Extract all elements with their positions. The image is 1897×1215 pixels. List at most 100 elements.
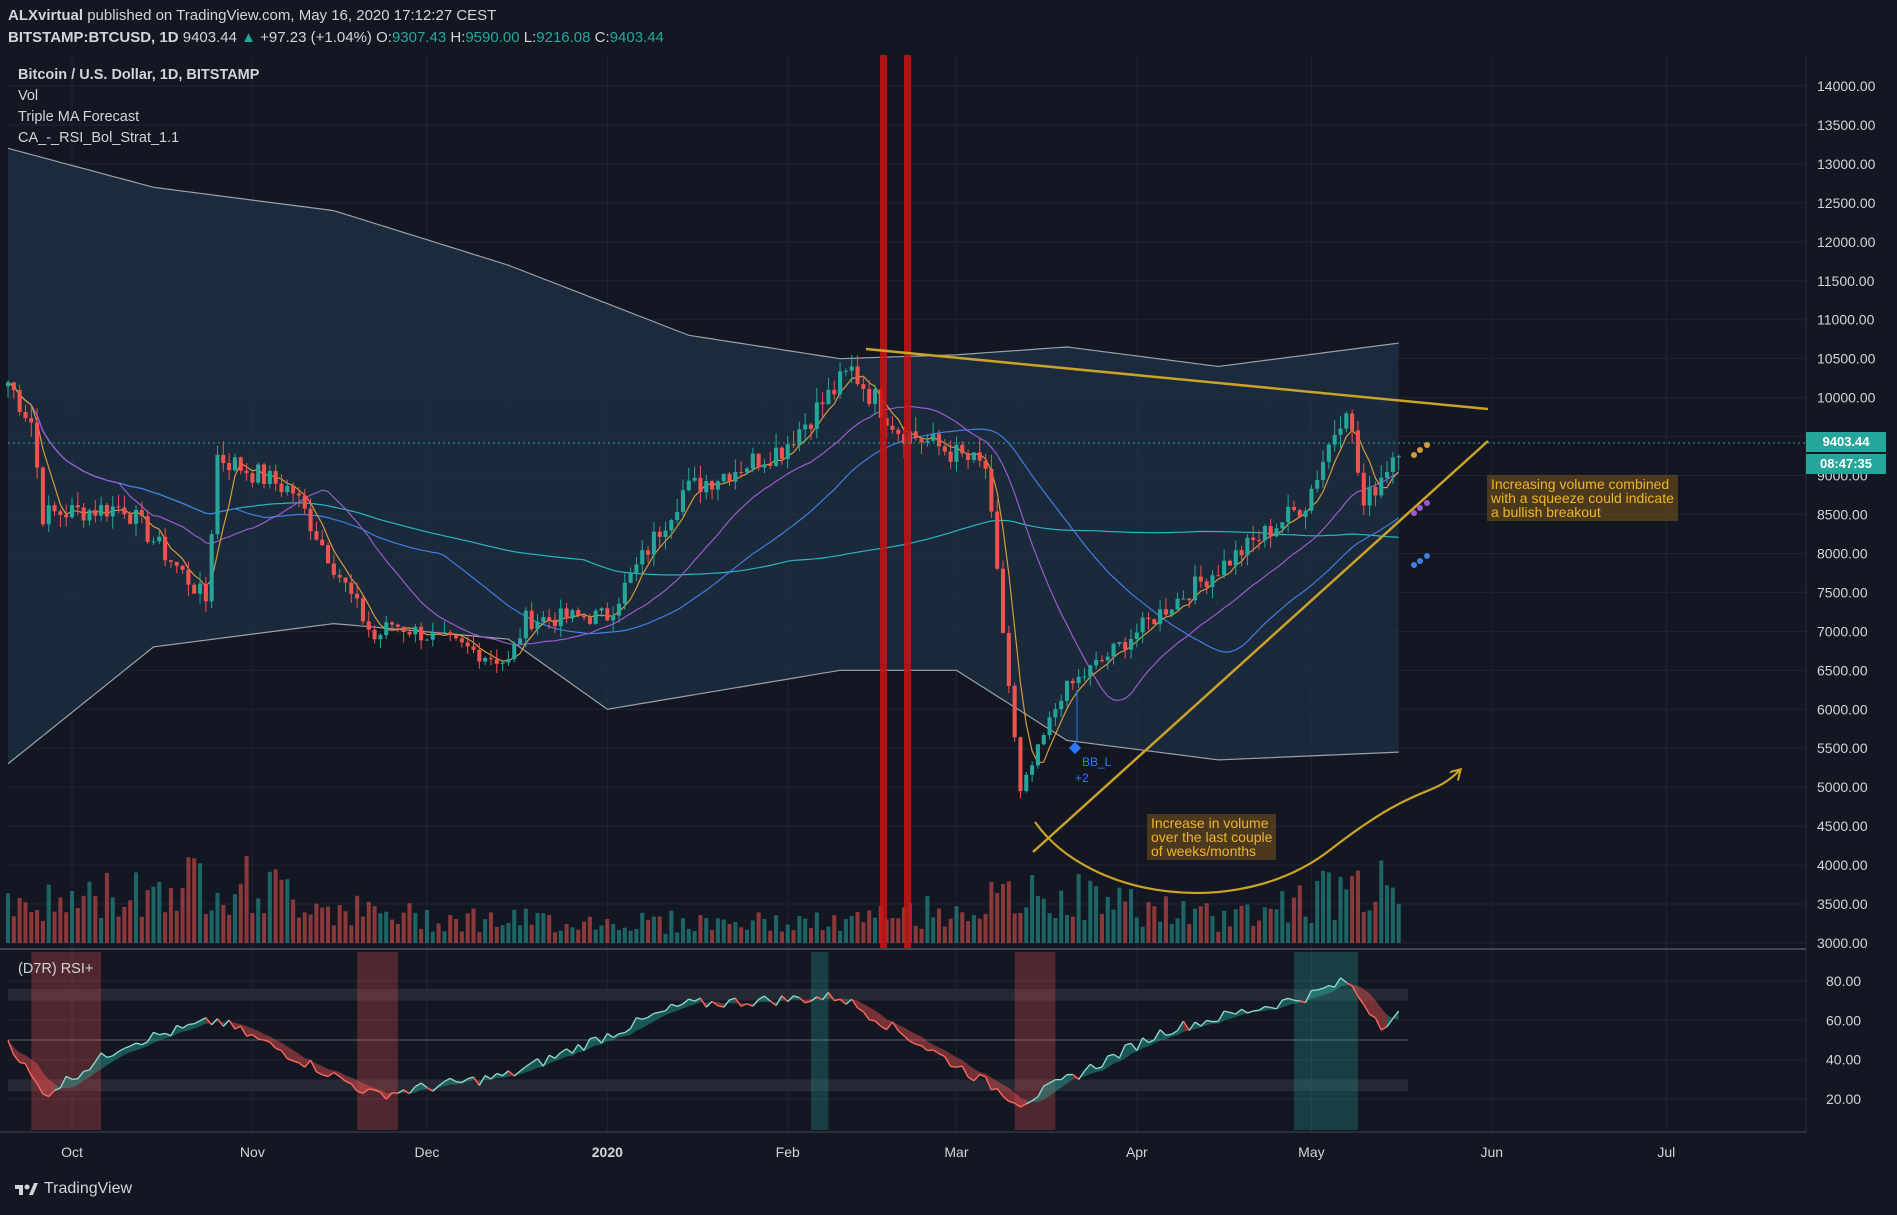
rsi-fill-segment <box>1154 1029 1161 1044</box>
rsi-segment <box>164 1032 172 1037</box>
volume-bar <box>454 918 459 943</box>
price-axis[interactable]: 14000.00 13500.00 13000.00 12500.00 12000.00… <box>1817 78 1876 951</box>
volume-bar <box>995 892 1000 943</box>
rsi-axis[interactable]: 80.00 60.00 40.00 20.00 <box>1826 973 1861 1107</box>
volume-bar <box>349 925 354 943</box>
candle-body <box>611 615 616 621</box>
rsi-fill-segment <box>770 1001 777 1006</box>
rsi-fill-segment <box>1078 1071 1085 1080</box>
rsi-segment <box>170 1025 178 1037</box>
rsi-segment <box>193 1020 201 1025</box>
rsi-fill-segment <box>1264 1006 1271 1011</box>
volume-bar <box>168 888 173 943</box>
rsi-fill-segment <box>741 1003 747 1007</box>
volume-bar <box>151 886 156 943</box>
volume-bar <box>855 912 860 943</box>
rsi-segment <box>624 1027 632 1034</box>
volume-annotation[interactable]: Increase in volume over the last couple … <box>1147 814 1277 860</box>
rsi-segment <box>851 998 859 1009</box>
candle-body <box>826 389 831 405</box>
volume-bar <box>1350 875 1355 943</box>
legend-vol[interactable]: Vol <box>18 88 39 104</box>
rsi-segment <box>664 1003 672 1012</box>
squeeze-annotation[interactable]: Increasing volume combined with a squeez… <box>1487 475 1678 521</box>
volume-bar <box>1094 886 1099 943</box>
candle-body <box>168 560 173 562</box>
candle-body <box>424 639 429 641</box>
rsi-segment <box>676 1003 684 1008</box>
volume-bar <box>1390 887 1395 943</box>
rsi-segment <box>1235 1008 1243 1015</box>
chart-title[interactable]: Bitcoin / U.S. Dollar, 1D, BITSTAMP <box>18 67 260 83</box>
candle-body <box>838 371 843 395</box>
candle-body <box>925 440 930 443</box>
rsi-fill-segment <box>461 1078 468 1084</box>
tradingview-icon <box>15 1183 38 1195</box>
volume-bar <box>1111 909 1116 943</box>
rsi-fill-segment <box>1346 982 1353 986</box>
candle-body <box>506 659 511 663</box>
rsi-segment <box>350 1083 358 1092</box>
volume-bar <box>436 923 441 943</box>
candle-body <box>442 632 447 634</box>
volume-bar <box>820 930 825 943</box>
rsi-segment <box>1299 1000 1306 1004</box>
rsi-fill-segment <box>444 1078 451 1087</box>
volume-bar <box>582 921 587 943</box>
candle-body <box>710 481 715 490</box>
candle-body <box>727 473 732 482</box>
volume-bar <box>506 923 511 943</box>
volume-bar <box>1035 895 1040 943</box>
candle-body <box>733 472 738 482</box>
candle-body <box>1274 528 1279 537</box>
price-tick-label: 7000.00 <box>1817 623 1868 639</box>
rsi-fill-segment <box>1020 1097 1027 1108</box>
volume-bar <box>948 918 953 943</box>
rsi-fill-segment <box>281 1042 288 1059</box>
candle-body <box>1134 632 1139 640</box>
rsi-segment <box>298 1062 306 1068</box>
rsi-fill-segment <box>921 1036 928 1051</box>
candle-body <box>983 460 988 469</box>
legend-strategy[interactable]: CA_-_RSI_Bol_Strat_1.1 <box>18 130 180 146</box>
high-label: H: <box>450 29 466 46</box>
candle-body <box>215 454 220 535</box>
candle-body <box>75 505 80 508</box>
rsi-fill-segment <box>880 1014 887 1030</box>
symbol-name[interactable]: BITSTAMP:BTCUSD, 1D <box>8 29 179 46</box>
rsi-fill-segment <box>572 1044 579 1056</box>
rsi-fill-segment <box>1299 1000 1306 1003</box>
rsi-zone <box>1014 952 1056 1130</box>
volume-bar <box>5 893 11 943</box>
candle-body <box>1233 550 1238 566</box>
rsi-segment <box>94 1052 102 1063</box>
rsi-fill-segment <box>328 1068 334 1077</box>
volume-bar <box>663 933 668 943</box>
rsi-segment <box>71 1078 78 1081</box>
candle-body <box>1338 428 1343 435</box>
rsi-fill-segment <box>648 1013 654 1025</box>
rsi-segment <box>449 1077 457 1083</box>
rsi-oversold-band <box>8 1079 1408 1092</box>
legend-triple-ma[interactable]: Triple MA Forecast <box>18 109 140 125</box>
volume-bar <box>320 907 325 943</box>
volume-bar <box>1128 889 1134 943</box>
rsi-fill-segment <box>537 1058 544 1068</box>
rsi-segment <box>740 1003 748 1007</box>
candle-body <box>657 531 662 537</box>
rsi-fill-segment <box>136 1043 142 1051</box>
candle-body <box>378 635 383 640</box>
candle-body <box>1053 709 1058 718</box>
rsi-fill-segment <box>426 1087 433 1092</box>
volume-bar <box>1286 922 1291 943</box>
volume-bar <box>1309 923 1314 943</box>
volume-bar <box>721 919 726 943</box>
volume-bar <box>966 921 971 943</box>
rsi-fill-segment <box>735 998 742 1007</box>
legend-rsi[interactable]: (D7R) RSI+ <box>18 961 94 977</box>
publisher-name[interactable]: ALXvirtual <box>8 7 84 24</box>
tradingview-logo[interactable]: TradingView <box>14 1180 132 1198</box>
candle-body <box>1227 560 1232 566</box>
time-axis[interactable]: Oct Nov Dec 2020 Feb Mar Apr May Jun Jul <box>61 1144 1675 1160</box>
